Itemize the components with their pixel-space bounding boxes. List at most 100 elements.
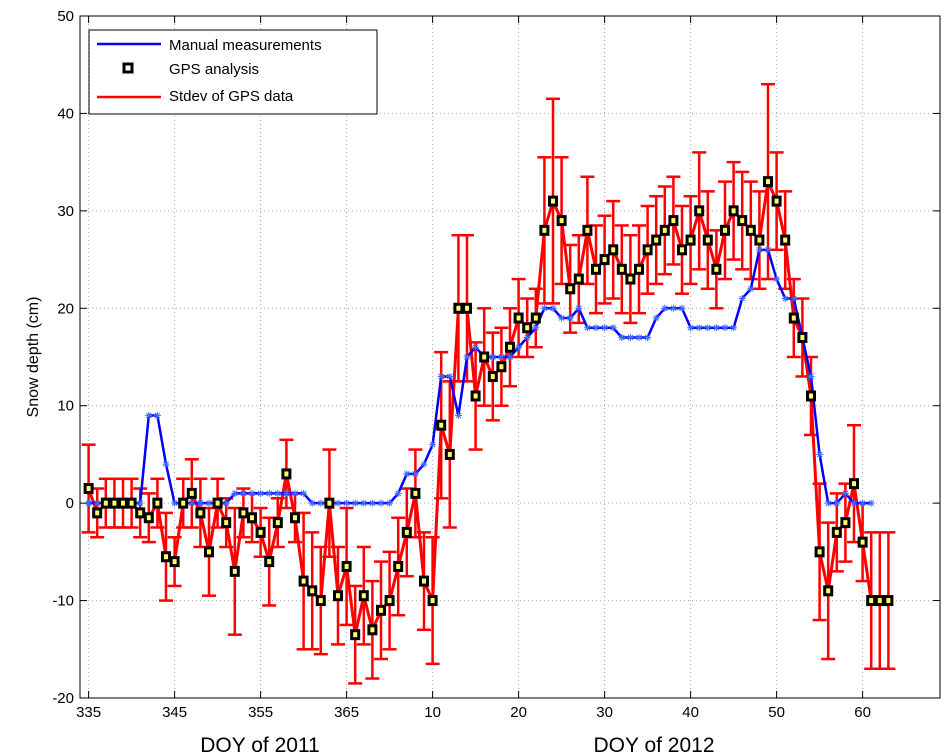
manual-point bbox=[635, 334, 643, 342]
gps-point bbox=[384, 595, 395, 607]
x-tick-label: 355 bbox=[248, 704, 273, 721]
gps-point bbox=[539, 224, 550, 236]
manual-point bbox=[566, 314, 574, 322]
gps-point bbox=[831, 526, 842, 538]
x-sublabel-2012: DOY of 2012 bbox=[593, 734, 714, 754]
x-tick-label: 60 bbox=[854, 704, 871, 721]
manual-point bbox=[644, 334, 652, 342]
gps-point bbox=[711, 263, 722, 275]
gps-point bbox=[496, 361, 507, 373]
manual-point bbox=[222, 499, 230, 507]
gps-point bbox=[642, 244, 653, 256]
gps-point bbox=[315, 595, 326, 607]
manual-point bbox=[592, 324, 600, 332]
gps-point bbox=[556, 215, 567, 227]
gps-point bbox=[599, 254, 610, 266]
manual-point bbox=[669, 304, 677, 312]
manual-point bbox=[343, 499, 351, 507]
gps-point bbox=[324, 497, 335, 509]
y-tick-label: 30 bbox=[57, 203, 74, 220]
manual-point bbox=[824, 499, 832, 507]
manual-point bbox=[282, 489, 290, 497]
manual-point bbox=[859, 499, 867, 507]
manual-point bbox=[850, 499, 858, 507]
manual-point bbox=[429, 441, 437, 449]
gps-point bbox=[272, 517, 283, 529]
gps-point bbox=[92, 507, 103, 519]
gps-point bbox=[376, 604, 386, 616]
gps-point bbox=[135, 507, 146, 519]
gps-point bbox=[874, 595, 885, 607]
legend: Manual measurements GPS analysis Stdev o… bbox=[88, 29, 378, 115]
gps-point bbox=[479, 351, 490, 363]
manual-point bbox=[420, 460, 428, 468]
gps-point bbox=[625, 273, 636, 285]
legend-label-gps: GPS analysis bbox=[169, 61, 259, 78]
gps-point bbox=[204, 546, 214, 558]
gps-point bbox=[212, 497, 223, 509]
gps-point bbox=[788, 312, 799, 324]
plot-frame bbox=[79, 15, 941, 699]
gps-point bbox=[221, 517, 232, 529]
gps-point bbox=[169, 556, 180, 568]
gps-point bbox=[823, 585, 834, 597]
gps-point bbox=[694, 205, 705, 217]
gps-point bbox=[677, 244, 687, 256]
manual-point bbox=[841, 489, 849, 497]
manual-point bbox=[867, 499, 875, 507]
manual-point bbox=[790, 295, 798, 303]
y-tick-label: 10 bbox=[57, 398, 74, 415]
gps-point bbox=[290, 512, 300, 524]
manual-point bbox=[764, 246, 772, 254]
manual-point bbox=[695, 324, 703, 332]
manual-point bbox=[463, 353, 471, 361]
gps-point bbox=[565, 283, 576, 295]
gps-point bbox=[462, 302, 472, 314]
manual-point bbox=[609, 324, 617, 332]
gps-point bbox=[728, 205, 739, 217]
manual-point bbox=[403, 470, 411, 478]
gps-point bbox=[298, 575, 309, 587]
gps-point bbox=[634, 263, 644, 275]
manual-point bbox=[549, 304, 557, 312]
x-tick-label: 345 bbox=[162, 704, 187, 721]
gps-point bbox=[573, 273, 584, 285]
gps-point bbox=[608, 244, 619, 256]
manual-point bbox=[300, 489, 308, 497]
manual-point bbox=[162, 460, 170, 468]
data-series bbox=[81, 82, 896, 685]
manual-point bbox=[704, 324, 712, 332]
gps-point bbox=[436, 419, 447, 431]
gps-point bbox=[616, 263, 627, 275]
manual-point bbox=[205, 499, 213, 507]
gps-point bbox=[307, 585, 318, 597]
gps-point bbox=[109, 497, 120, 509]
gps-point bbox=[659, 224, 670, 236]
gps-point bbox=[229, 565, 240, 577]
manual-point bbox=[334, 499, 342, 507]
gps-point bbox=[444, 448, 455, 460]
gps-point bbox=[419, 575, 429, 587]
gps-point bbox=[548, 195, 558, 207]
gps-point bbox=[118, 497, 128, 509]
manual-point bbox=[248, 489, 256, 497]
y-tick-label: -20 bbox=[52, 690, 74, 707]
manual-point bbox=[411, 470, 419, 478]
manual-point bbox=[540, 304, 548, 312]
legend-label-manual: Manual measurements bbox=[169, 37, 322, 54]
gps-point bbox=[840, 517, 851, 529]
manual-point bbox=[497, 353, 505, 361]
x-tick-label: 50 bbox=[768, 704, 785, 721]
y-axis-title: Snow depth (cm) bbox=[25, 297, 42, 418]
gps-point bbox=[350, 629, 361, 641]
gps-point bbox=[866, 595, 877, 607]
gps-point bbox=[264, 556, 275, 568]
manual-point bbox=[145, 411, 153, 419]
gps-point bbox=[341, 560, 352, 572]
y-tick-label: 20 bbox=[57, 300, 74, 317]
manual-point bbox=[386, 499, 394, 507]
manual-point bbox=[291, 489, 299, 497]
manual-point bbox=[239, 489, 247, 497]
gps-point bbox=[745, 224, 756, 236]
